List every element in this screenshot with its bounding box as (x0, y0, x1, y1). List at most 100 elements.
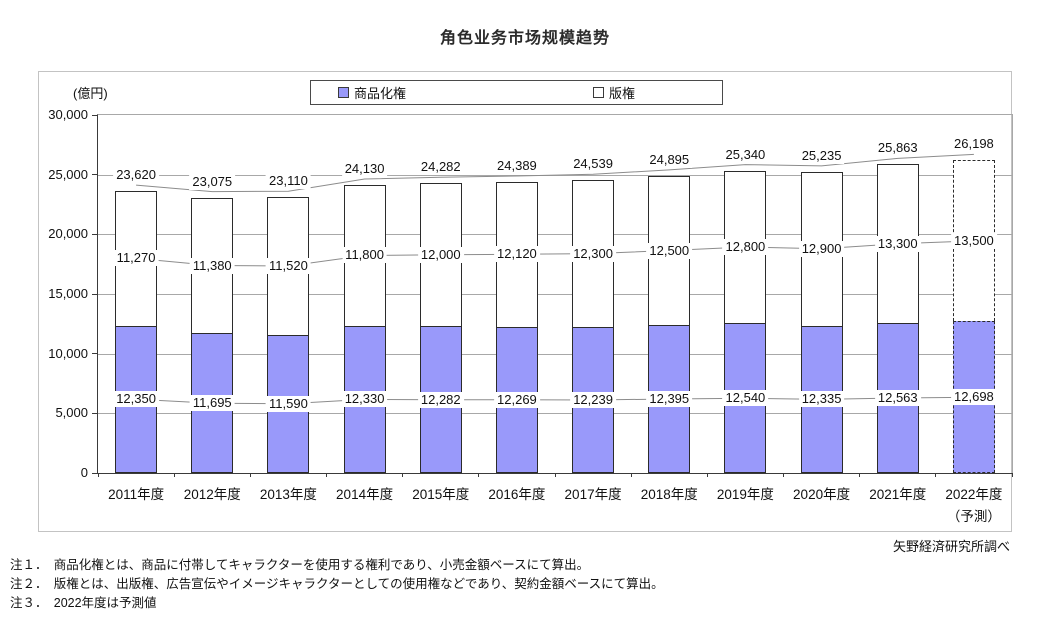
x-axis-category-label: 2013年度 (259, 487, 317, 502)
y-axis-tick (92, 174, 97, 176)
copyright-value-label: 12,800 (722, 238, 769, 255)
legend-label-merchandising: 商品化権 (354, 86, 407, 101)
x-axis-category-label: 2022年度 （予測） (936, 486, 1012, 525)
merchandising-value-label: 12,335 (798, 391, 845, 408)
merchandising-value-label: 12,563 (874, 390, 921, 407)
x-axis-tick (173, 473, 175, 477)
total-value-label: 25,863 (874, 140, 921, 157)
y-axis-tick (92, 233, 97, 235)
note-3: 注３． 2022年度は予測値 (10, 596, 157, 610)
legend: 商品化権 版権 (310, 80, 723, 105)
merchandising-value-label: 11,590 (266, 395, 311, 412)
x-axis-tick (326, 473, 327, 477)
x-axis-category-label: 2019年度 (716, 487, 774, 502)
x-axis-tick (249, 473, 251, 477)
x-axis-tick (402, 473, 404, 477)
copyright-value-label: 12,120 (494, 246, 540, 263)
x-axis-category-label: 2018年度 (640, 487, 698, 502)
connector-line-total (136, 153, 974, 193)
legend-entry-copyright: 版権 (593, 83, 635, 102)
copyright-value-label: 11,800 (342, 247, 387, 264)
connector-line-low (136, 396, 974, 405)
legend-entry-merchandising: 商品化権 (338, 83, 406, 102)
gridline (98, 294, 1012, 295)
x-axis-tick (1011, 473, 1013, 477)
copyright-value-label: 12,300 (570, 245, 616, 262)
merchandising-value-label: 12,698 (951, 389, 997, 406)
total-value-label: 23,075 (189, 173, 236, 190)
copyright-value-label: 11,270 (113, 250, 159, 267)
x-axis-tick (554, 473, 556, 477)
connector-line-mid (136, 240, 974, 267)
total-value-label: 24,895 (646, 151, 693, 168)
merchandising-swatch-icon (338, 87, 349, 98)
x-axis-category-label: 2017年度 (564, 487, 622, 502)
x-axis-tick (706, 473, 708, 477)
y-axis-tick-label: 25,000 (48, 166, 88, 182)
gridline (98, 234, 1012, 236)
x-axis-tick (97, 473, 99, 477)
merchandising-value-label: 12,239 (570, 391, 616, 408)
copyright-value-label: 12,900 (798, 240, 845, 257)
gridline (98, 353, 1012, 355)
x-axis-category-label: 2020年度 (793, 487, 851, 502)
copyright-value-label: 12,000 (417, 246, 464, 263)
x-axis-category-label: 2016年度 (488, 487, 546, 502)
y-axis-tick (92, 472, 97, 474)
y-axis-tick-label: 5,000 (55, 405, 88, 421)
merchandising-value-label: 12,540 (722, 390, 769, 407)
y-axis-tick-label: 30,000 (48, 107, 88, 122)
merchandising-value-label: 12,269 (494, 391, 540, 408)
x-axis-tick (478, 473, 480, 477)
y-axis-tick (92, 412, 97, 414)
x-axis-tick (630, 473, 632, 477)
y-axis-tick-label: 10,000 (48, 345, 88, 361)
x-axis-category-label: 2012年度 (183, 487, 241, 502)
total-value-label: 25,235 (798, 147, 845, 164)
chart-box: (億円) 商品化権 版権 30,000 25,000 20,000 15,000 10,… (38, 71, 1013, 532)
merchandising-value-label: 11,695 (189, 395, 235, 412)
copyright-swatch-icon (593, 87, 605, 98)
chart-title: 角色业务市场规模趋势 (439, 30, 610, 47)
copyright-value-label: 11,380 (189, 257, 235, 274)
total-value-label: 25,340 (722, 146, 769, 163)
copyright-value-label: 13,500 (951, 232, 997, 249)
y-axis-unit-label: (億円) (73, 86, 108, 101)
total-value-label: 23,620 (113, 167, 159, 184)
merchandising-value-label: 12,330 (341, 391, 388, 408)
total-value-label: 26,198 (951, 136, 997, 153)
legend-label-copyright: 版権 (609, 86, 636, 101)
y-axis-tick-label: 20,000 (48, 226, 88, 242)
x-axis-category-label: 2015年度 (412, 487, 470, 502)
copyright-value-label: 12,500 (646, 242, 693, 259)
total-value-label: 23,110 (266, 173, 311, 190)
notes: 注１． 商品化権とは、商品に付帯してキャラクターを使用する権利であり、小売金額ベ… (10, 556, 664, 613)
x-axis-tick (783, 473, 784, 477)
total-value-label: 24,539 (570, 156, 616, 173)
y-axis-tick-label: 0 (80, 465, 88, 480)
source-credit: 矢野経済研究所調べ (892, 539, 1010, 554)
copyright-value-label: 13,300 (874, 235, 921, 252)
x-axis-category-label: 2011年度 (108, 487, 165, 502)
x-axis-tick (935, 473, 937, 477)
merchandising-value-label: 12,350 (113, 391, 159, 408)
forecast-note: （予測） (946, 509, 1001, 524)
x-axis-category-label: 2021年度 (869, 487, 927, 502)
total-value-label: 24,282 (417, 159, 464, 176)
y-axis-tick (92, 353, 97, 355)
y-axis-tick (92, 293, 97, 295)
plot-area: 30,000 25,000 20,000 15,000 10,000 5,000 0 23,6… (48, 107, 1013, 524)
merchandising-value-label: 12,282 (417, 391, 464, 408)
note-2: 注２． 版権とは、出版権、広告宣伝やイメージキャラクターとしての使用権などであり… (10, 577, 664, 591)
x-axis-category-label: 2014年度 (336, 487, 394, 502)
total-value-label: 24,389 (494, 157, 540, 174)
total-value-label: 24,130 (341, 161, 388, 178)
y-axis-tick (92, 114, 97, 116)
note-1: 注１． 商品化権とは、商品に付帯してキャラクターを使用する権利であり、小売金額ベ… (10, 558, 590, 572)
y-axis-tick-label: 15,000 (48, 286, 88, 301)
x-axis-tick (859, 473, 861, 477)
merchandising-value-label: 12,395 (646, 391, 693, 408)
copyright-value-label: 11,520 (266, 257, 311, 274)
gridline (98, 413, 1012, 415)
